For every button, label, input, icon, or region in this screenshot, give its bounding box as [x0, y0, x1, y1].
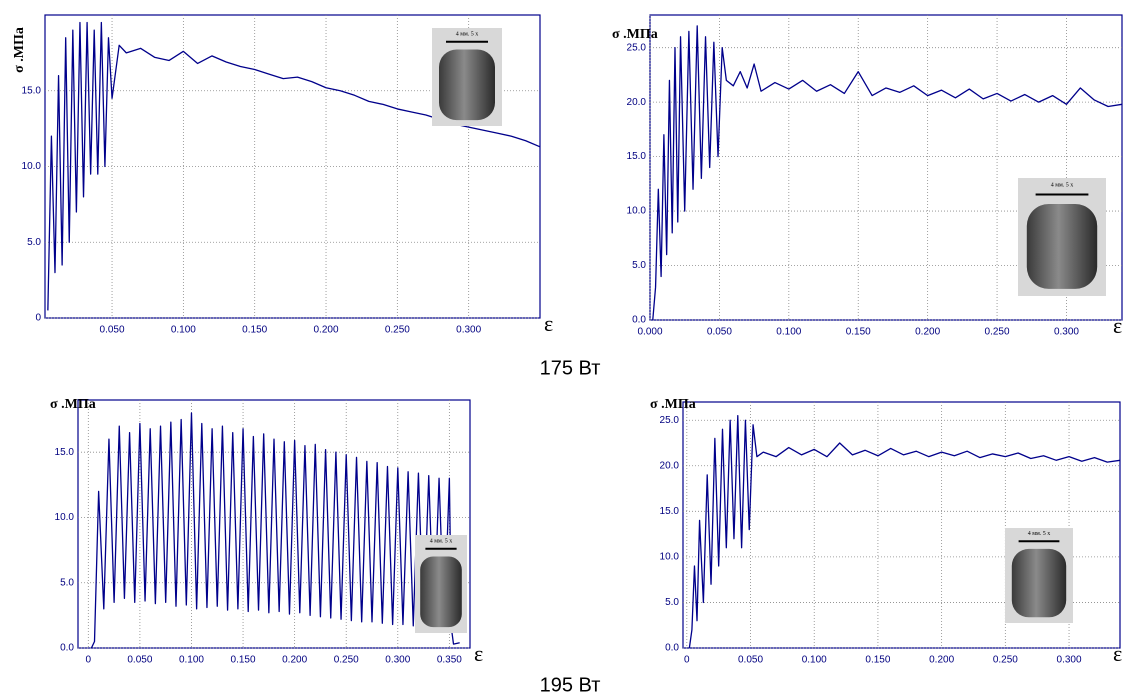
y-tick-label: 10.0 [660, 552, 680, 563]
x-tick-label: 0.100 [171, 325, 196, 336]
caption: 175 Вт [540, 357, 601, 379]
y-tick-label: 5.0 [665, 597, 679, 608]
x-tick-label: 0.150 [865, 655, 890, 666]
x-tick-label: 0.100 [776, 327, 801, 338]
inset-label: 4 мм. 5 x [1028, 531, 1051, 537]
specimen [439, 49, 495, 121]
x-tick-label: 0.100 [179, 655, 204, 666]
y-tick-label: 10.0 [22, 161, 42, 172]
y-tick-label: 15.0 [22, 85, 42, 96]
x-tick-label: 0.250 [985, 327, 1010, 338]
y-tick-label: 5.0 [60, 577, 74, 588]
y-tick-label: 15.0 [55, 447, 75, 458]
x-tick-label: 0.350 [437, 655, 462, 666]
y-tick-label: 15.0 [627, 151, 647, 162]
y-tick-label: 15.0 [660, 506, 680, 517]
x-tick-label: 0.300 [456, 325, 481, 336]
x-tick-label: 0.200 [915, 327, 940, 338]
caption: 195 Вт [540, 674, 601, 696]
data-line [688, 415, 1121, 649]
x-axis-label: ε [1113, 313, 1122, 338]
y-axis-label: σ .МПа [50, 397, 96, 412]
x-tick-label: 0.300 [385, 655, 410, 666]
inset-label: 4 мм. 5 x [456, 31, 479, 37]
inset-label: 4 мм. 5 x [430, 538, 453, 544]
x-tick-label: 0.300 [1057, 655, 1082, 666]
y-tick-label: 0.0 [60, 643, 74, 654]
data-line [652, 25, 1123, 321]
x-tick-label: 0.050 [100, 325, 125, 336]
data-line [90, 412, 460, 649]
x-tick-label: 0 [684, 655, 690, 666]
y-tick-label: 5.0 [632, 260, 646, 271]
x-tick-label: 0.300 [1054, 327, 1079, 338]
inset-label: 4 мм. 5 x [1051, 182, 1074, 188]
x-tick-label: 0.250 [385, 325, 410, 336]
specimen [420, 556, 462, 628]
y-tick-label: 25.0 [660, 415, 680, 426]
y-axis-label: σ .МПа [12, 27, 27, 73]
x-tick-label: 0.200 [314, 325, 339, 336]
x-tick-label: 0.250 [334, 655, 359, 666]
x-axis-label: ε [544, 311, 553, 336]
x-tick-label: 0.050 [707, 327, 732, 338]
y-tick-label: 0.0 [665, 643, 679, 654]
x-tick-label: 0.050 [127, 655, 152, 666]
specimen [1011, 548, 1067, 618]
specimen [1026, 203, 1098, 289]
x-axis-label: ε [1113, 641, 1122, 666]
x-tick-label: 0 [86, 655, 92, 666]
x-tick-label: 0.150 [242, 325, 267, 336]
x-tick-label: 0.150 [846, 327, 871, 338]
y-tick-label: 25.0 [627, 42, 647, 53]
data-line [47, 21, 541, 311]
y-tick-label: 20.0 [627, 97, 647, 108]
y-tick-label: 0 [35, 313, 41, 324]
y-axis-label: σ .МПа [650, 397, 696, 412]
x-tick-label: 0.100 [802, 655, 827, 666]
y-tick-label: 5.0 [27, 237, 41, 248]
x-tick-label: 0.000 [637, 327, 662, 338]
y-tick-label: 20.0 [660, 460, 680, 471]
y-tick-label: 0.0 [632, 315, 646, 326]
y-tick-label: 10.0 [55, 512, 75, 523]
y-axis-label: σ .МПа [612, 27, 658, 42]
x-tick-label: 0.150 [231, 655, 256, 666]
x-tick-label: 0.050 [738, 655, 763, 666]
x-tick-label: 0.200 [282, 655, 307, 666]
x-tick-label: 0.200 [929, 655, 954, 666]
y-tick-label: 10.0 [627, 206, 647, 217]
x-axis-label: ε [474, 641, 483, 666]
x-tick-label: 0.250 [993, 655, 1018, 666]
